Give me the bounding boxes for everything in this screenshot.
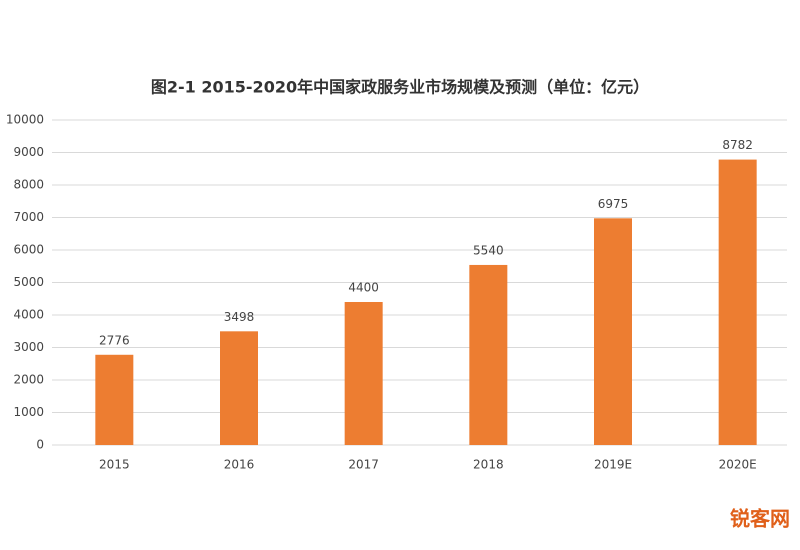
x-tick-label: 2019E	[594, 458, 632, 472]
y-tick-label: 10000	[6, 113, 44, 127]
y-tick-label: 0	[36, 438, 44, 452]
y-tick-label: 7000	[13, 210, 44, 224]
y-tick-label: 6000	[13, 243, 44, 257]
bar	[594, 218, 632, 445]
bar	[95, 354, 134, 445]
y-tick-label: 8000	[13, 178, 44, 192]
x-tick-label: 2018	[473, 458, 504, 472]
bar	[344, 302, 383, 445]
y-tick-label: 1000	[13, 405, 44, 419]
data-label: 3498	[224, 310, 255, 324]
y-tick-label: 4000	[13, 308, 44, 322]
x-tick-label: 2015	[99, 458, 130, 472]
data-label: 2776	[99, 333, 130, 347]
bar	[469, 264, 508, 445]
x-tick-label: 2017	[348, 458, 379, 472]
chart-title: 图2-1 2015-2020年中国家政服务业市场规模及预测（单位：亿元）	[151, 78, 649, 97]
bar	[220, 331, 258, 445]
data-label: 4400	[348, 281, 379, 295]
y-tick-label: 5000	[13, 275, 44, 289]
data-label: 8782	[722, 138, 753, 152]
y-tick-label: 3000	[13, 340, 44, 354]
data-label: 6975	[598, 197, 629, 211]
bar	[718, 159, 757, 445]
x-tick-label: 2020E	[719, 458, 757, 472]
y-tick-label: 9000	[13, 145, 44, 159]
data-label: 5540	[473, 243, 504, 257]
y-tick-label: 2000	[13, 373, 44, 387]
watermark: 锐客网	[730, 507, 790, 531]
x-tick-label: 2016	[224, 458, 255, 472]
